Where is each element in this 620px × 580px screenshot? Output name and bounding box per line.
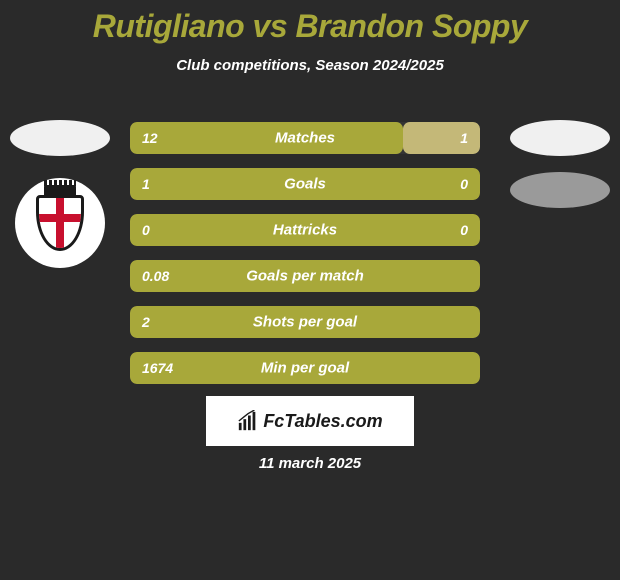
stats-container: 12 Matches 1 1 Goals 0 0 Hattricks 0 0.08 Goals pe… xyxy=(130,122,480,398)
stat-row: 1674 Min per goal xyxy=(130,352,480,384)
stat-row: 12 Matches 1 xyxy=(130,122,480,154)
player2-badge-oval-2 xyxy=(510,172,610,208)
stat-row: 2 Shots per goal xyxy=(130,306,480,338)
stat-value-left: 12 xyxy=(142,130,158,146)
stat-value-right: 0 xyxy=(460,222,468,238)
stat-row: 0 Hattricks 0 xyxy=(130,214,480,246)
player2-badge-oval-1 xyxy=(510,120,610,156)
stat-row: 0.08 Goals per match xyxy=(130,260,480,292)
stat-value-right: 1 xyxy=(460,130,468,146)
footer-date: 11 march 2025 xyxy=(259,455,361,472)
player1-club-badge xyxy=(15,178,105,268)
stat-bar-left xyxy=(130,122,403,154)
stat-label: Min per goal xyxy=(261,360,349,377)
brand-text: FcTables.com xyxy=(263,411,382,432)
stat-value-left: 1674 xyxy=(142,360,173,376)
stat-label: Hattricks xyxy=(273,222,337,239)
page-subtitle: Club competitions, Season 2024/2025 xyxy=(0,57,620,74)
page-title: Rutigliano vs Brandon Soppy xyxy=(0,0,620,45)
stat-row: 1 Goals 0 xyxy=(130,168,480,200)
stat-label: Goals per match xyxy=(246,268,364,285)
stat-value-left: 0 xyxy=(142,222,150,238)
stat-label: Goals xyxy=(284,176,326,193)
stat-value-left: 1 xyxy=(142,176,150,192)
stat-value-left: 2 xyxy=(142,314,150,330)
stat-value-right: 0 xyxy=(460,176,468,192)
player1-badge-oval xyxy=(10,120,110,156)
stat-bar-right xyxy=(403,122,480,154)
shield-icon xyxy=(36,195,84,251)
stat-label: Matches xyxy=(275,130,335,147)
brand-box: FcTables.com xyxy=(206,396,414,446)
stat-value-left: 0.08 xyxy=(142,268,169,284)
chart-bars-icon xyxy=(237,410,259,432)
stat-label: Shots per goal xyxy=(253,314,357,331)
